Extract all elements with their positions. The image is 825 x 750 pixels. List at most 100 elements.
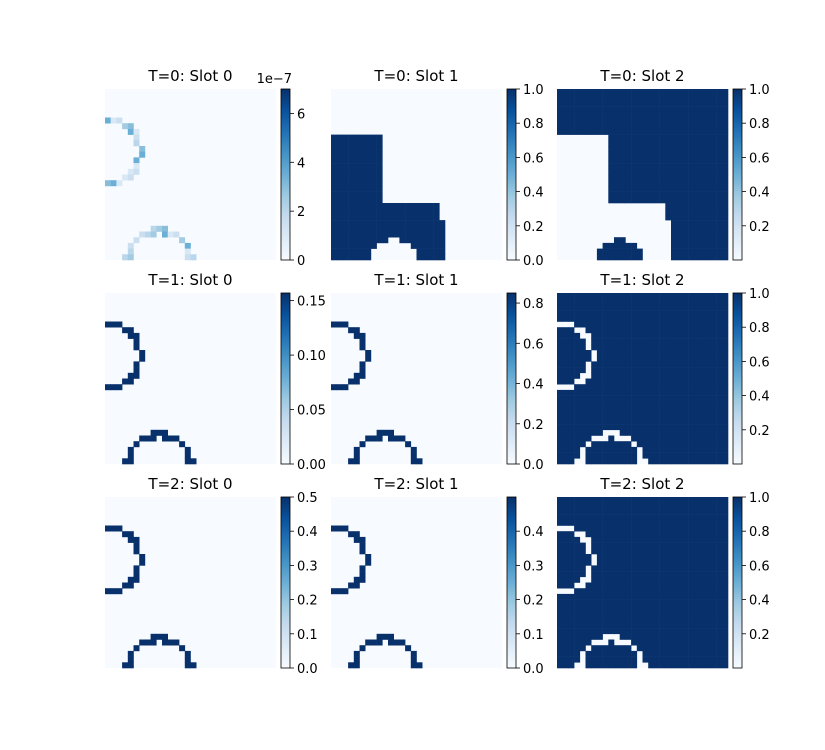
heatmap-cell: [699, 208, 706, 215]
heatmap-cell: [710, 128, 717, 135]
heatmap-cell: [562, 435, 569, 442]
heatmap-cell: [614, 662, 620, 669]
heatmap-panel-2: T=0: Slot 20.20.40.60.81.0: [557, 67, 770, 261]
heatmap-cell: [557, 298, 563, 305]
heatmap-cell: [699, 191, 706, 198]
colorbar-tick-label: 1.0: [749, 491, 770, 506]
heatmap-cell: [648, 395, 655, 402]
heatmap-cell: [370, 197, 377, 204]
heatmap-cell: [676, 242, 683, 249]
heatmap-cell: [342, 191, 349, 198]
heatmap-cell: [665, 321, 672, 328]
heatmap-cell: [648, 531, 655, 538]
heatmap-cell: [710, 350, 717, 356]
heatmap-cell: [648, 321, 655, 328]
heatmap-cell: [619, 378, 626, 385]
heatmap-cell: [602, 418, 609, 425]
heatmap-cell: [614, 140, 620, 147]
heatmap-cell: [705, 418, 712, 425]
heatmap-cell: [688, 237, 695, 244]
heatmap-cell: [682, 332, 689, 339]
heatmap-cell: [568, 429, 575, 436]
heatmap-cell: [710, 593, 717, 600]
heatmap-cell: [591, 633, 598, 640]
heatmap-cell: [716, 525, 723, 532]
heatmap-cell: [376, 168, 383, 175]
heatmap-cell: [557, 412, 563, 419]
heatmap-cell: [699, 332, 706, 339]
heatmap-cell: [614, 650, 620, 657]
colorbar-tick-label: 2: [297, 205, 305, 220]
colorbar-tick-label: 0.2: [297, 594, 318, 609]
heatmap-cell: [557, 355, 563, 362]
heatmap-cell: [693, 633, 700, 640]
heatmap-cell: [705, 180, 712, 187]
heatmap-cell: [688, 536, 695, 543]
heatmap-cell: [568, 361, 575, 368]
heatmap-cell: [574, 588, 581, 595]
heatmap-cell: [585, 128, 592, 135]
heatmap-cell: [665, 338, 672, 345]
heatmap-cell: [636, 174, 643, 181]
heatmap-cell: [665, 214, 672, 221]
heatmap-cell: [602, 254, 609, 261]
heatmap-cell: [642, 315, 649, 322]
heatmap-cell: [376, 203, 383, 209]
heatmap-cell: [659, 616, 666, 623]
heatmap-cell: [676, 310, 683, 317]
heatmap-cell: [619, 384, 626, 391]
heatmap-cell: [614, 254, 620, 261]
heatmap-cell: [568, 407, 575, 413]
heatmap-cell: [336, 146, 343, 152]
heatmap-cell: [648, 100, 655, 107]
heatmap-cell: [399, 639, 406, 646]
heatmap-cell: [671, 412, 677, 419]
heatmap-cell: [693, 611, 700, 617]
heatmap-cell: [688, 134, 695, 141]
heatmap-cell: [122, 174, 129, 181]
heatmap-cell: [557, 633, 563, 640]
heatmap-cell: [574, 384, 581, 391]
heatmap-cell: [625, 151, 632, 158]
panel-title: T=1: Slot 2: [599, 271, 684, 289]
heatmap-cell: [353, 327, 360, 334]
heatmap-cell: [676, 576, 683, 583]
heatmap-cell: [676, 151, 683, 158]
heatmap-cell: [693, 293, 700, 299]
heatmap-cell: [676, 401, 683, 408]
heatmap-cell: [665, 407, 672, 413]
colorbar: [280, 88, 291, 261]
heatmap-cell: [562, 582, 569, 589]
heatmap-cell: [184, 452, 191, 459]
heatmap-cell: [688, 452, 695, 459]
heatmap-cell: [625, 458, 632, 465]
heatmap-cell: [422, 203, 429, 209]
heatmap-cell: [722, 571, 729, 578]
heatmap-cell: [659, 168, 666, 175]
heatmap-cell: [574, 645, 581, 652]
heatmap-cell: [574, 446, 581, 453]
heatmap-cell: [705, 242, 712, 249]
heatmap-cell: [705, 315, 712, 322]
heatmap-cell: [688, 424, 695, 431]
heatmap-cell: [184, 248, 191, 255]
heatmap-cell: [636, 605, 643, 612]
heatmap-cell: [699, 502, 706, 509]
heatmap-cell: [653, 628, 660, 635]
heatmap-cell: [591, 429, 598, 436]
heatmap-cell: [133, 645, 140, 652]
heatmap-cell: [602, 548, 609, 555]
colorbar-tick-label: 0.4: [523, 186, 544, 201]
heatmap-cell: [676, 458, 683, 465]
heatmap-cell: [625, 412, 632, 419]
heatmap-cell: [705, 237, 712, 244]
heatmap-cell: [619, 321, 626, 328]
heatmap-cell: [574, 412, 581, 419]
heatmap-cell: [336, 237, 343, 244]
colorbar-tick-label: 1.0: [749, 83, 770, 98]
heatmap-cell: [133, 128, 140, 135]
heatmap-cell: [676, 94, 683, 101]
panel-title: T=2: Slot 2: [599, 475, 684, 493]
heatmap-cell: [359, 571, 366, 578]
heatmap-cell: [133, 441, 140, 448]
